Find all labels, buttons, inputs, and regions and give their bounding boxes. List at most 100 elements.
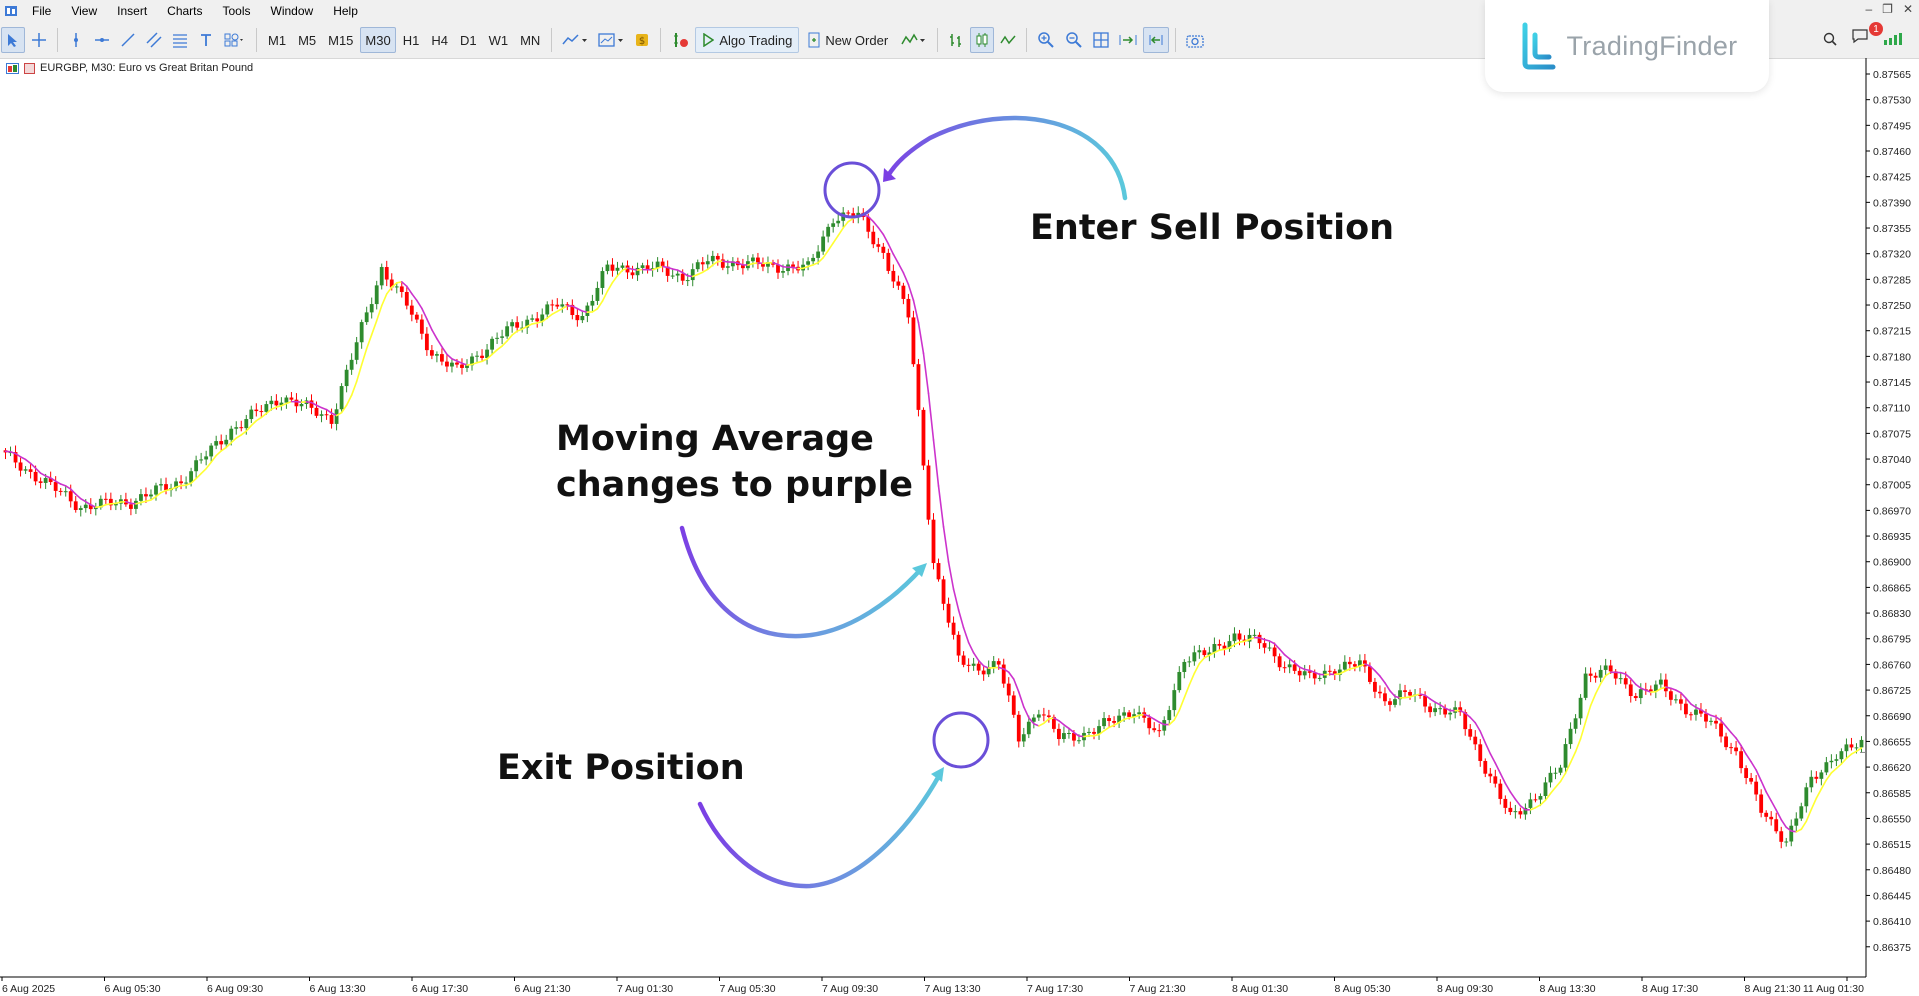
menu-insert[interactable]: Insert [117, 4, 148, 18]
price-tick-label: 0.87320 [1873, 249, 1911, 261]
candle-body [826, 226, 831, 237]
timeframe-d1[interactable]: D1 [459, 32, 477, 48]
price-tick-label: 0.87215 [1873, 326, 1911, 338]
candle-body [349, 359, 354, 370]
screenshot-icon[interactable] [1182, 27, 1208, 53]
moving-average-segment [892, 253, 900, 265]
moving-average-segment [100, 503, 107, 508]
vertical-line-icon[interactable] [64, 27, 88, 53]
exit-arrow [697, 771, 943, 889]
time-tick-label: 8 Aug 21:30 [1745, 983, 1801, 995]
bar-chart-icon[interactable] [944, 27, 968, 53]
algo-trading-button[interactable]: Algo Trading [695, 27, 800, 53]
candle-body [1779, 831, 1784, 842]
indicators-icon[interactable] [558, 27, 592, 53]
timeframe-m5[interactable]: M5 [298, 32, 317, 48]
candle-body [424, 333, 429, 351]
timeframe-h4[interactable]: H4 [431, 32, 448, 48]
candlestick-icon[interactable] [970, 27, 995, 53]
candle-body [1227, 641, 1232, 649]
new-order-button[interactable]: New Order [801, 27, 895, 53]
chart-shift-icon[interactable] [1143, 27, 1170, 53]
timeframe-m30[interactable]: M30 [360, 27, 396, 53]
candle-body [43, 478, 48, 483]
timeframe-mn[interactable]: MN [520, 32, 541, 48]
moving-average-segment [997, 666, 1005, 670]
minimize-icon[interactable]: – [1865, 2, 1873, 16]
moving-average-segment [320, 406, 328, 411]
fibonacci-icon[interactable] [168, 27, 192, 53]
horizontal-line-icon[interactable] [90, 27, 114, 53]
candle-body [404, 291, 409, 306]
channel-icon[interactable] [142, 27, 166, 53]
moving-average-segment [1063, 724, 1070, 730]
timeframe-w1[interactable]: W1 [488, 32, 509, 48]
menu-file[interactable]: File [32, 4, 52, 18]
timeframe-m1[interactable]: M1 [268, 32, 287, 48]
market-icon[interactable]: $ [630, 27, 654, 53]
text-icon[interactable] [194, 27, 218, 53]
moving-average-segment [1509, 791, 1517, 801]
price-tick-label: 0.86655 [1873, 736, 1911, 748]
close-icon[interactable]: ✕ [1902, 2, 1913, 16]
candle-body [730, 261, 735, 267]
candle-body [23, 469, 28, 471]
zoom-in-icon[interactable] [1033, 27, 1059, 53]
timeframe-h1[interactable]: H1 [402, 32, 420, 48]
candle-body [1132, 714, 1137, 717]
moving-average-segment [691, 273, 699, 278]
zoom-out-icon[interactable] [1061, 27, 1087, 53]
moving-average-segment [461, 362, 468, 366]
candle-body [986, 667, 991, 675]
candle-body [1789, 825, 1794, 842]
moving-average-segment [1218, 648, 1226, 651]
notifications-button[interactable]: 1 [1851, 22, 1883, 49]
moving-average-segment [967, 641, 975, 654]
menu-window[interactable]: Window [270, 4, 314, 18]
moving-average-segment [385, 286, 393, 295]
moving-average-segment [621, 267, 629, 271]
tile-windows-icon[interactable] [1089, 27, 1113, 53]
moving-average-segment [69, 488, 77, 495]
menu-charts[interactable]: Charts [167, 4, 203, 18]
cursor-icon[interactable] [1, 27, 25, 53]
timeframe-m15[interactable]: M15 [328, 32, 354, 48]
moving-average-segment [315, 404, 323, 409]
trendline-icon[interactable] [116, 27, 140, 53]
candle-body [1267, 647, 1272, 649]
candle-body [876, 244, 881, 247]
time-tick-label: 11 Aug 01:30 [1803, 983, 1864, 995]
search-icon[interactable] [1823, 32, 1837, 46]
price-tick-label: 0.86935 [1873, 531, 1911, 543]
price-chart[interactable]: 0.87565 0.87530 0.87495 0.87460 0.87425 0.873… [0, 58, 1919, 996]
candle-body [906, 298, 911, 318]
templates-icon[interactable] [594, 27, 628, 53]
moving-average-segment [1093, 733, 1100, 737]
candle-body [1097, 726, 1101, 734]
one-click-trading-icon[interactable] [667, 27, 693, 53]
price-tick-label: 0.86550 [1873, 813, 1911, 825]
line-chart-icon[interactable] [996, 27, 1020, 53]
signals-icon[interactable] [897, 27, 931, 53]
candle-body [600, 271, 605, 288]
moving-average-segment [1715, 716, 1722, 722]
moving-average-segment [681, 271, 689, 277]
shapes-icon[interactable] [220, 27, 250, 53]
auto-scroll-icon[interactable] [1115, 27, 1141, 53]
menu-help[interactable]: Help [333, 4, 358, 18]
moving-average-segment [255, 416, 263, 422]
moving-average-segment [1409, 694, 1416, 698]
moving-average-segment [1665, 686, 1672, 690]
moving-average-segment [777, 263, 784, 268]
crosshair-icon[interactable] [27, 27, 51, 53]
candle-body [48, 478, 53, 483]
candle-body [28, 469, 33, 472]
toolbar-separator [551, 28, 553, 52]
menu-view[interactable]: View [71, 4, 98, 18]
moving-average-segment [1725, 725, 1732, 734]
menu-tools[interactable]: Tools [222, 4, 251, 18]
restore-icon[interactable]: ❐ [1882, 2, 1893, 16]
moving-average-segment [1750, 761, 1757, 771]
moving-average-segment [671, 268, 679, 271]
candle-body [1764, 812, 1769, 817]
